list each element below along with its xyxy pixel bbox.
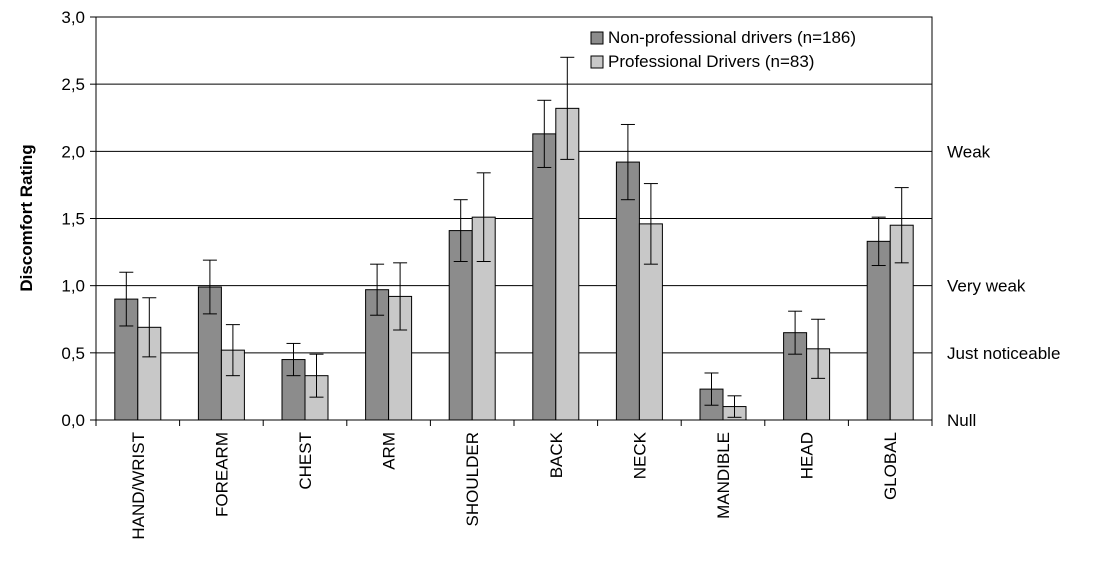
y-tick-labels: 0,0 0,5 1,0 1,5 2,0 2,5 3,0 [61,8,85,430]
x-category-label: GLOBAL [881,432,900,500]
legend-label-professional: Professional Drivers (n=83) [608,52,814,71]
x-category-label: SHOULDER [463,432,482,526]
right-annotations: Null Just noticeable Very weak Weak [947,142,1060,430]
x-category-label: HEAD [798,432,817,479]
x-category-label: CHEST [296,432,315,490]
legend-swatch-nonprofessional [590,31,604,45]
x-category-label: HAND/WRIST [129,432,148,540]
x-category-label: MANDIBLE [714,432,733,519]
axes [90,16,933,426]
bar-nonprofessional [866,240,891,421]
y-tick-label: 2,5 [61,75,85,94]
x-category-label: ARM [380,432,399,470]
right-annotation-label: Weak [947,142,991,161]
legend-box [586,22,924,82]
x-category-labels: HAND/WRIST FOREARM CHEST ARM SHOULDER BACK NEC… [129,431,900,539]
x-category-label: FOREARM [212,432,231,517]
legend-label-nonprofessional: Non-professional drivers (n=186) [608,28,856,47]
legend: Non-professional drivers (n=186) Profess… [586,22,924,82]
bars [114,107,914,421]
legend-swatch-professional [590,55,604,69]
right-annotation-label: Null [947,411,976,430]
x-category-label: BACK [547,431,566,478]
y-tick-label: 1,0 [61,277,85,296]
y-tick-label: 0,5 [61,344,85,363]
error-bars [119,56,909,418]
bar-nonprofessional [532,133,557,421]
y-axis-label: Discomfort Rating [17,144,36,291]
bar-nonprofessional [615,161,640,421]
y-tick-label: 2,0 [61,142,85,161]
right-annotation-label: Very weak [947,277,1026,296]
y-tick-label: 1,5 [61,210,85,229]
right-annotation-label: Just noticeable [947,344,1060,363]
y-tick-label: 3,0 [61,8,85,27]
y-tick-label: 0,0 [61,411,85,430]
x-category-label: NECK [630,431,649,479]
